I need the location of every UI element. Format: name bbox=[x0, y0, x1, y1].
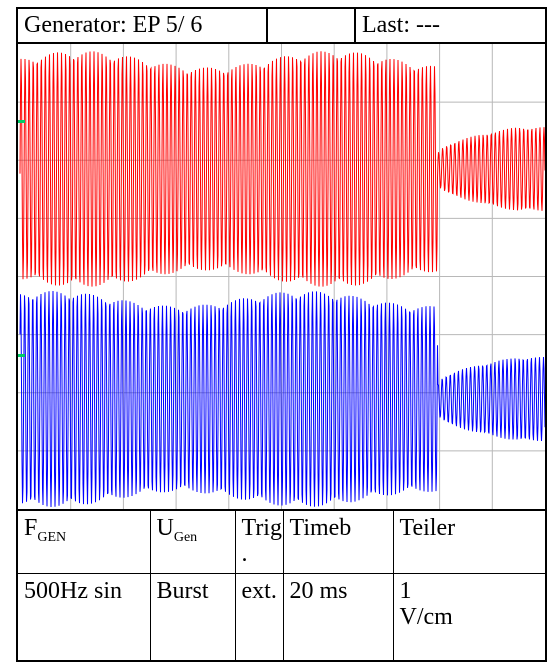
header-trig: Trig . bbox=[234, 511, 284, 574]
value-timeb: 20 ms bbox=[282, 572, 394, 660]
header-ugen: UGen bbox=[149, 511, 236, 574]
settings-table: FGEN UGen Trig . Timeb Teiler 500Hz sin … bbox=[16, 509, 547, 662]
channel-1-marker bbox=[18, 120, 25, 123]
header-fgen: FGEN bbox=[18, 511, 151, 574]
header-teiler: Teiler bbox=[392, 511, 545, 574]
last-label: Last: --- bbox=[362, 12, 440, 38]
value-trig: ext. bbox=[234, 572, 284, 660]
header-empty-cell bbox=[268, 9, 356, 42]
header-timeb: Timeb bbox=[282, 511, 394, 574]
scope-svg bbox=[18, 44, 545, 509]
value-ugen: Burst bbox=[149, 572, 236, 660]
generator-label: Generator: EP 5/ 6 bbox=[18, 9, 268, 42]
blue-trace bbox=[19, 290, 545, 508]
value-fgen: 500Hz sin bbox=[18, 572, 151, 660]
channel-2-marker bbox=[18, 354, 25, 357]
value-teiler: 1 V/cm bbox=[392, 572, 545, 660]
oscilloscope-display bbox=[16, 44, 547, 509]
scope-header: Generator: EP 5/ 6 Last: --- bbox=[16, 7, 547, 44]
red-trace bbox=[19, 51, 545, 287]
